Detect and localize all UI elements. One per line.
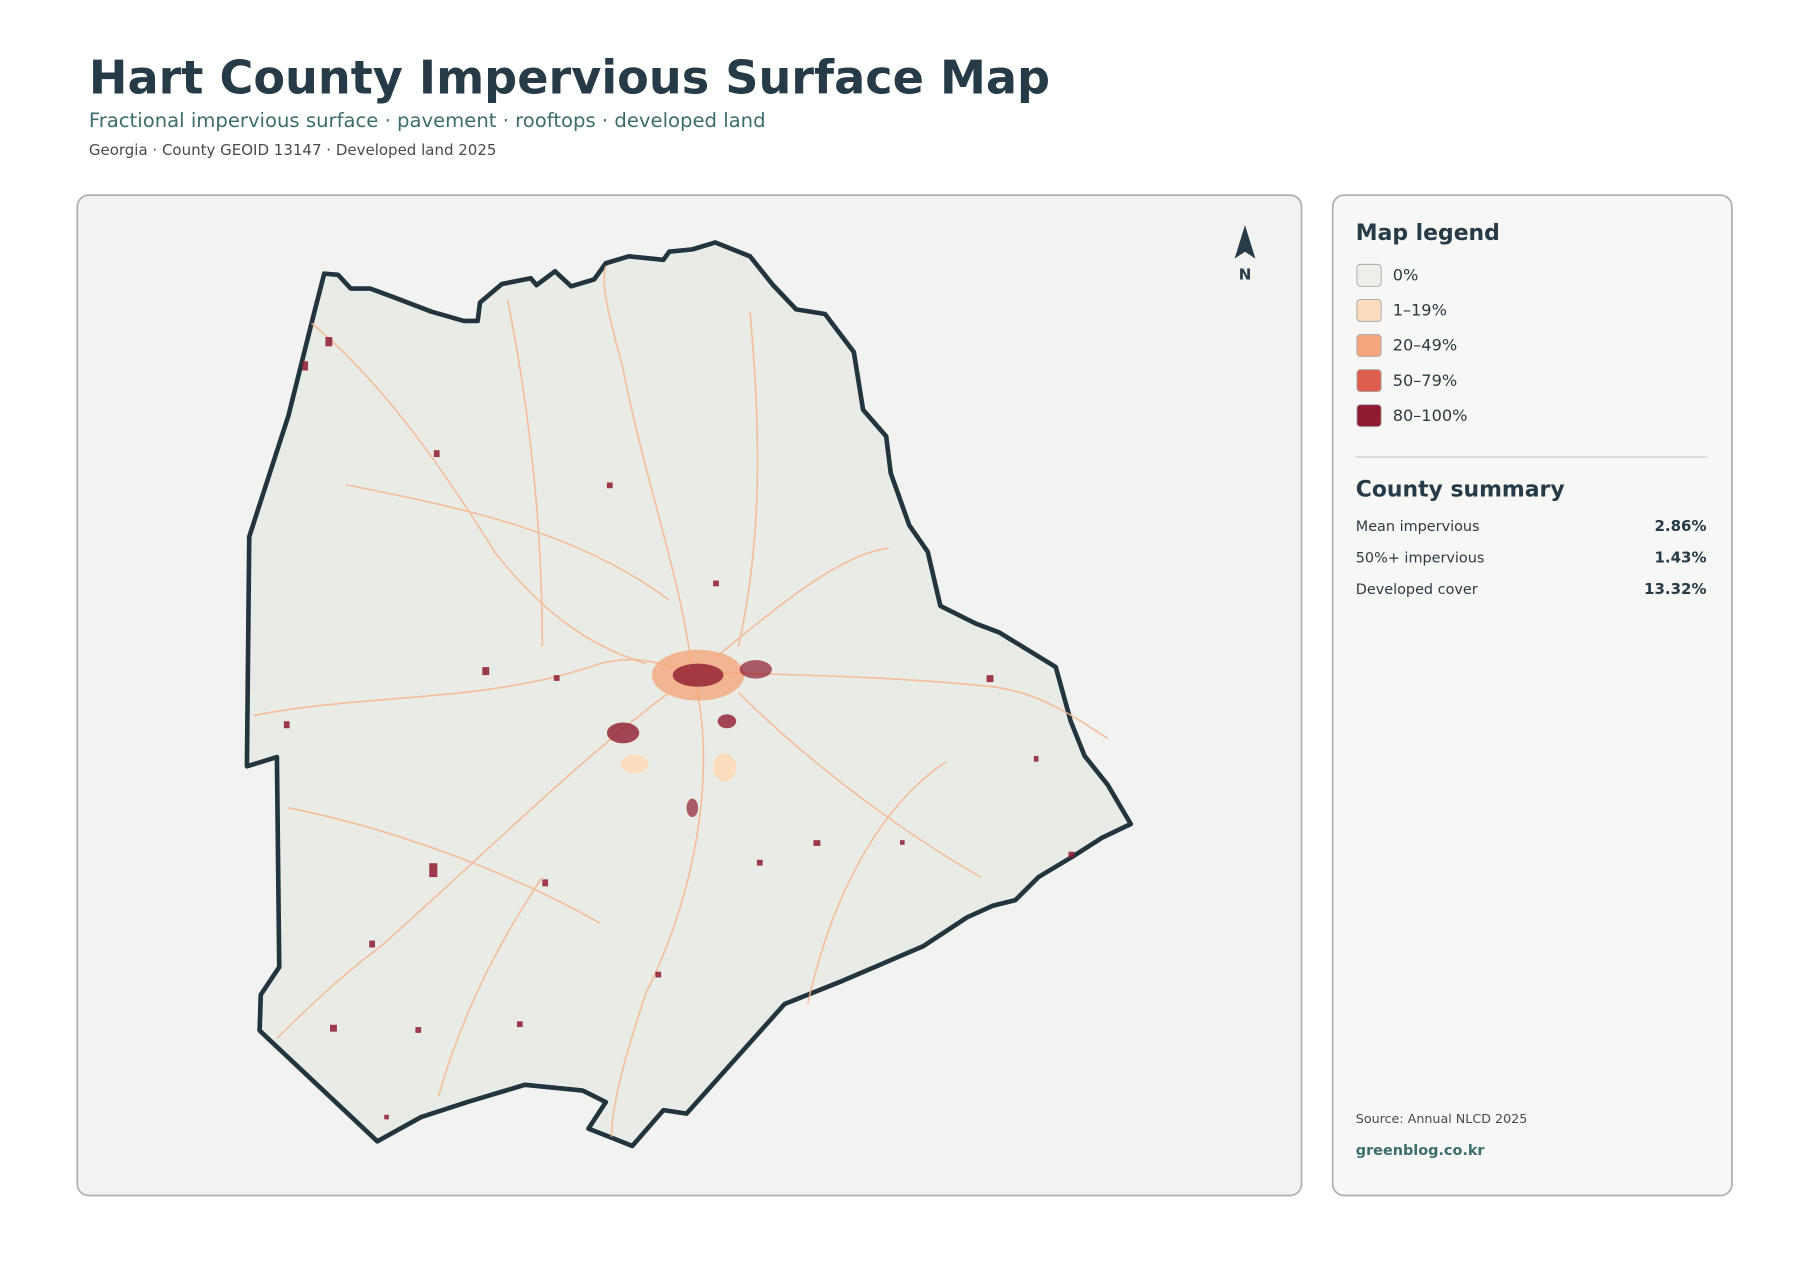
legend-label: 0% bbox=[1393, 266, 1419, 285]
legend-label: 50–79% bbox=[1393, 371, 1457, 390]
summary-value: 2.86% bbox=[1654, 517, 1706, 535]
title: Hart County Impervious Surface Map bbox=[89, 51, 1050, 105]
legend-label: 20–49% bbox=[1393, 336, 1457, 355]
north-arrow: N bbox=[1234, 225, 1256, 283]
roads bbox=[253, 265, 1109, 1137]
side-panel bbox=[1331, 194, 1733, 1197]
legend: 0% 1–19% 20–49% 50–79% 80–100% bbox=[1356, 263, 1468, 428]
summary: Mean impervious 2.86% 50%+ impervious 1.43%… bbox=[1356, 517, 1707, 598]
summary-value: 13.32% bbox=[1644, 580, 1706, 598]
county-map bbox=[244, 240, 1134, 1149]
legend-swatch bbox=[1356, 404, 1382, 428]
legend-swatch bbox=[1356, 263, 1382, 287]
summary-title: County summary bbox=[1356, 477, 1565, 502]
legend-label: 1–19% bbox=[1393, 301, 1447, 320]
meta: Georgia · County GEOID 13147 · Developed… bbox=[89, 141, 497, 159]
summary-label: Developed cover bbox=[1356, 582, 1478, 598]
subtitle: Fractional impervious surface · pavement… bbox=[89, 109, 766, 132]
north-label: N bbox=[1239, 265, 1252, 283]
legend-swatch bbox=[1356, 334, 1382, 357]
legend-title: Map legend bbox=[1356, 221, 1500, 246]
credit: greenblog.co.kr bbox=[1356, 1143, 1486, 1159]
summary-value: 1.43% bbox=[1654, 548, 1706, 566]
legend-swatch bbox=[1356, 369, 1382, 393]
developed-patches bbox=[283, 337, 1075, 1120]
legend-label: 80–100% bbox=[1393, 406, 1468, 425]
urban-core bbox=[606, 649, 772, 818]
legend-swatch bbox=[1356, 298, 1382, 322]
source: Source: Annual NLCD 2025 bbox=[1356, 1111, 1528, 1126]
summary-label: Mean impervious bbox=[1356, 519, 1480, 535]
summary-label: 50%+ impervious bbox=[1356, 550, 1485, 566]
